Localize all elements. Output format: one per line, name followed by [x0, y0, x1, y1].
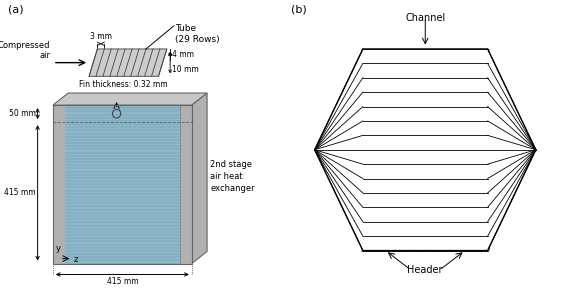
Text: Tube
(29 Rows): Tube (29 Rows)	[175, 24, 220, 44]
Bar	[65, 105, 180, 264]
Text: Channel: Channel	[405, 13, 445, 23]
Text: 415 mm: 415 mm	[107, 277, 138, 286]
Text: 3 mm: 3 mm	[90, 33, 112, 41]
Bar	[362, 49, 489, 251]
Text: 10 mm: 10 mm	[172, 65, 199, 74]
Text: y: y	[56, 244, 61, 253]
Text: Fin thickness: 0.32 mm: Fin thickness: 0.32 mm	[79, 80, 168, 89]
Bar	[53, 105, 192, 264]
Polygon shape	[315, 49, 536, 251]
Text: (b): (b)	[290, 4, 306, 14]
Text: 4 mm: 4 mm	[172, 50, 194, 59]
Bar	[180, 105, 192, 264]
Text: z: z	[74, 255, 78, 264]
Text: 50 mm: 50 mm	[9, 109, 35, 118]
Text: (a): (a)	[9, 4, 24, 14]
Text: 415 mm: 415 mm	[4, 188, 35, 197]
Polygon shape	[192, 93, 207, 264]
Text: Compressed
air: Compressed air	[0, 41, 50, 60]
Bar	[53, 105, 65, 264]
Polygon shape	[53, 93, 207, 105]
Text: 2nd stage
air heat
exchanger: 2nd stage air heat exchanger	[210, 160, 255, 193]
Polygon shape	[89, 49, 167, 76]
Text: Header: Header	[408, 265, 443, 275]
